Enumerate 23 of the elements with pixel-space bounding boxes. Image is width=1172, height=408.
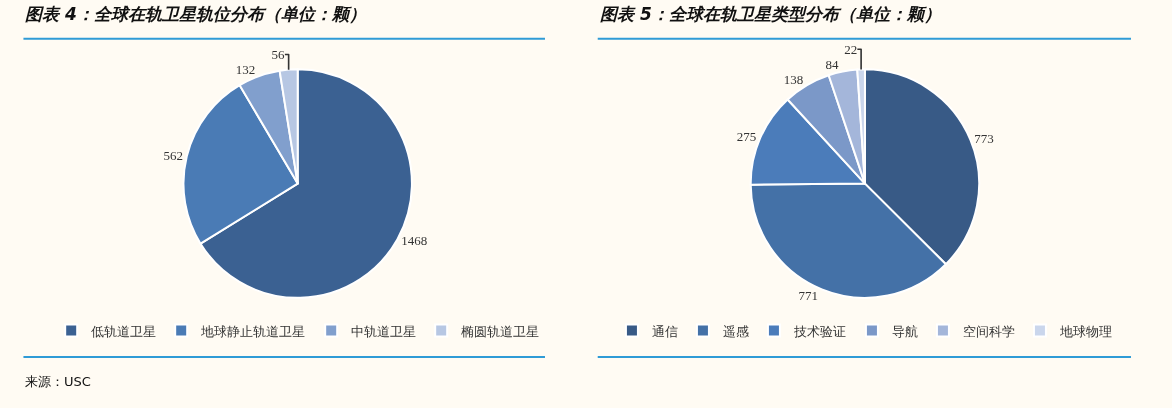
legend-label: 通信	[651, 323, 678, 339]
data-label: 84	[825, 56, 840, 72]
legend-label: 中轨道卫星	[351, 323, 417, 339]
data-label: 275	[736, 129, 757, 145]
data-label: 56	[271, 46, 285, 62]
data-label: 773	[974, 131, 994, 147]
legend-label: 地球静止轨道卫星	[200, 323, 306, 339]
data-label: 771	[798, 288, 819, 304]
data-label: 138	[783, 72, 804, 88]
legend-label: 低轨道卫星	[91, 323, 157, 339]
legend-label: 空间科学	[962, 323, 1015, 339]
legend-label: 导航	[891, 323, 918, 339]
chart-title: 图表 5：全球在轨卫星类型分布（单位：颗）	[600, 4, 941, 24]
data-label: 22	[844, 41, 858, 57]
chart-title: 图表 4：全球在轨卫星轨位分布（单位：颗）	[25, 4, 366, 24]
legend-label: 地球物理	[1058, 323, 1112, 339]
data-label: 1468	[401, 233, 428, 249]
data-label: 562	[163, 148, 184, 164]
legend-label: 椭圆轨道卫星	[461, 323, 540, 339]
legend-label: 技术验证	[792, 323, 846, 339]
data-label: 132	[235, 61, 256, 77]
source-note: 来源：USC	[25, 374, 91, 389]
legend-label: 遥感	[722, 323, 749, 339]
